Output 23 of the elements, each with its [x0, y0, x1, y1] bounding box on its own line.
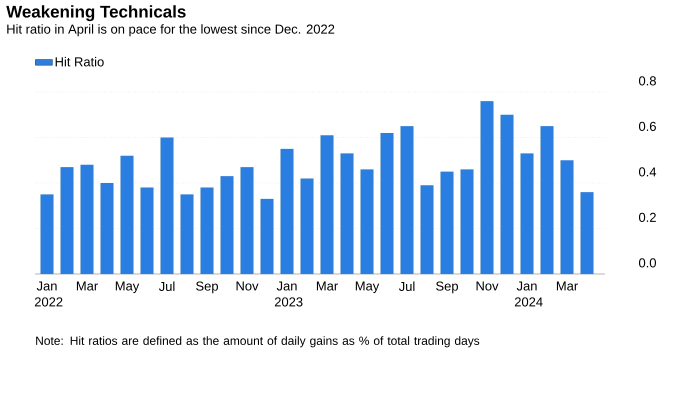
x-tick-label: Jan 2022 [34, 282, 62, 306]
x-tick-label: Sep [436, 282, 458, 294]
x-tick-label: Mar [556, 282, 578, 291]
y-tick-label: 0.2 [638, 212, 656, 222]
text: Note: Hit ratios are defined as the amount of daily gains as % of total trading days [36, 336, 480, 348]
x-tick-label: May [356, 282, 380, 294]
x-tick-label: Sep [196, 282, 218, 294]
x-tick-label: Nov [476, 282, 498, 291]
legend-label: Hit Ratio [56, 56, 104, 66]
chart-title: Weakening Technicals [6, 5, 186, 22]
x-tick-label: Mar [316, 282, 338, 291]
y-tick-label: 0.4 [638, 167, 656, 176]
y-tick-label: 0.8 [638, 76, 656, 86]
x-tick-label: Jul [158, 282, 174, 292]
y-tick-label: 0.6 [638, 122, 656, 131]
chart-subtitle: Hit ratio in April is on pace for the lowest since Dec. 2022 [7, 24, 334, 36]
x-tick-label: Jan 2024 [514, 282, 543, 306]
x-tick-label: Mar [76, 282, 98, 291]
x-tick-label: May [116, 282, 140, 294]
x-tick-label: Jul [398, 282, 414, 292]
y-tick-label: 0.0 [638, 258, 656, 268]
x-tick-label: Nov [236, 282, 258, 291]
x-tick-label: Jan 2023 [274, 282, 302, 306]
